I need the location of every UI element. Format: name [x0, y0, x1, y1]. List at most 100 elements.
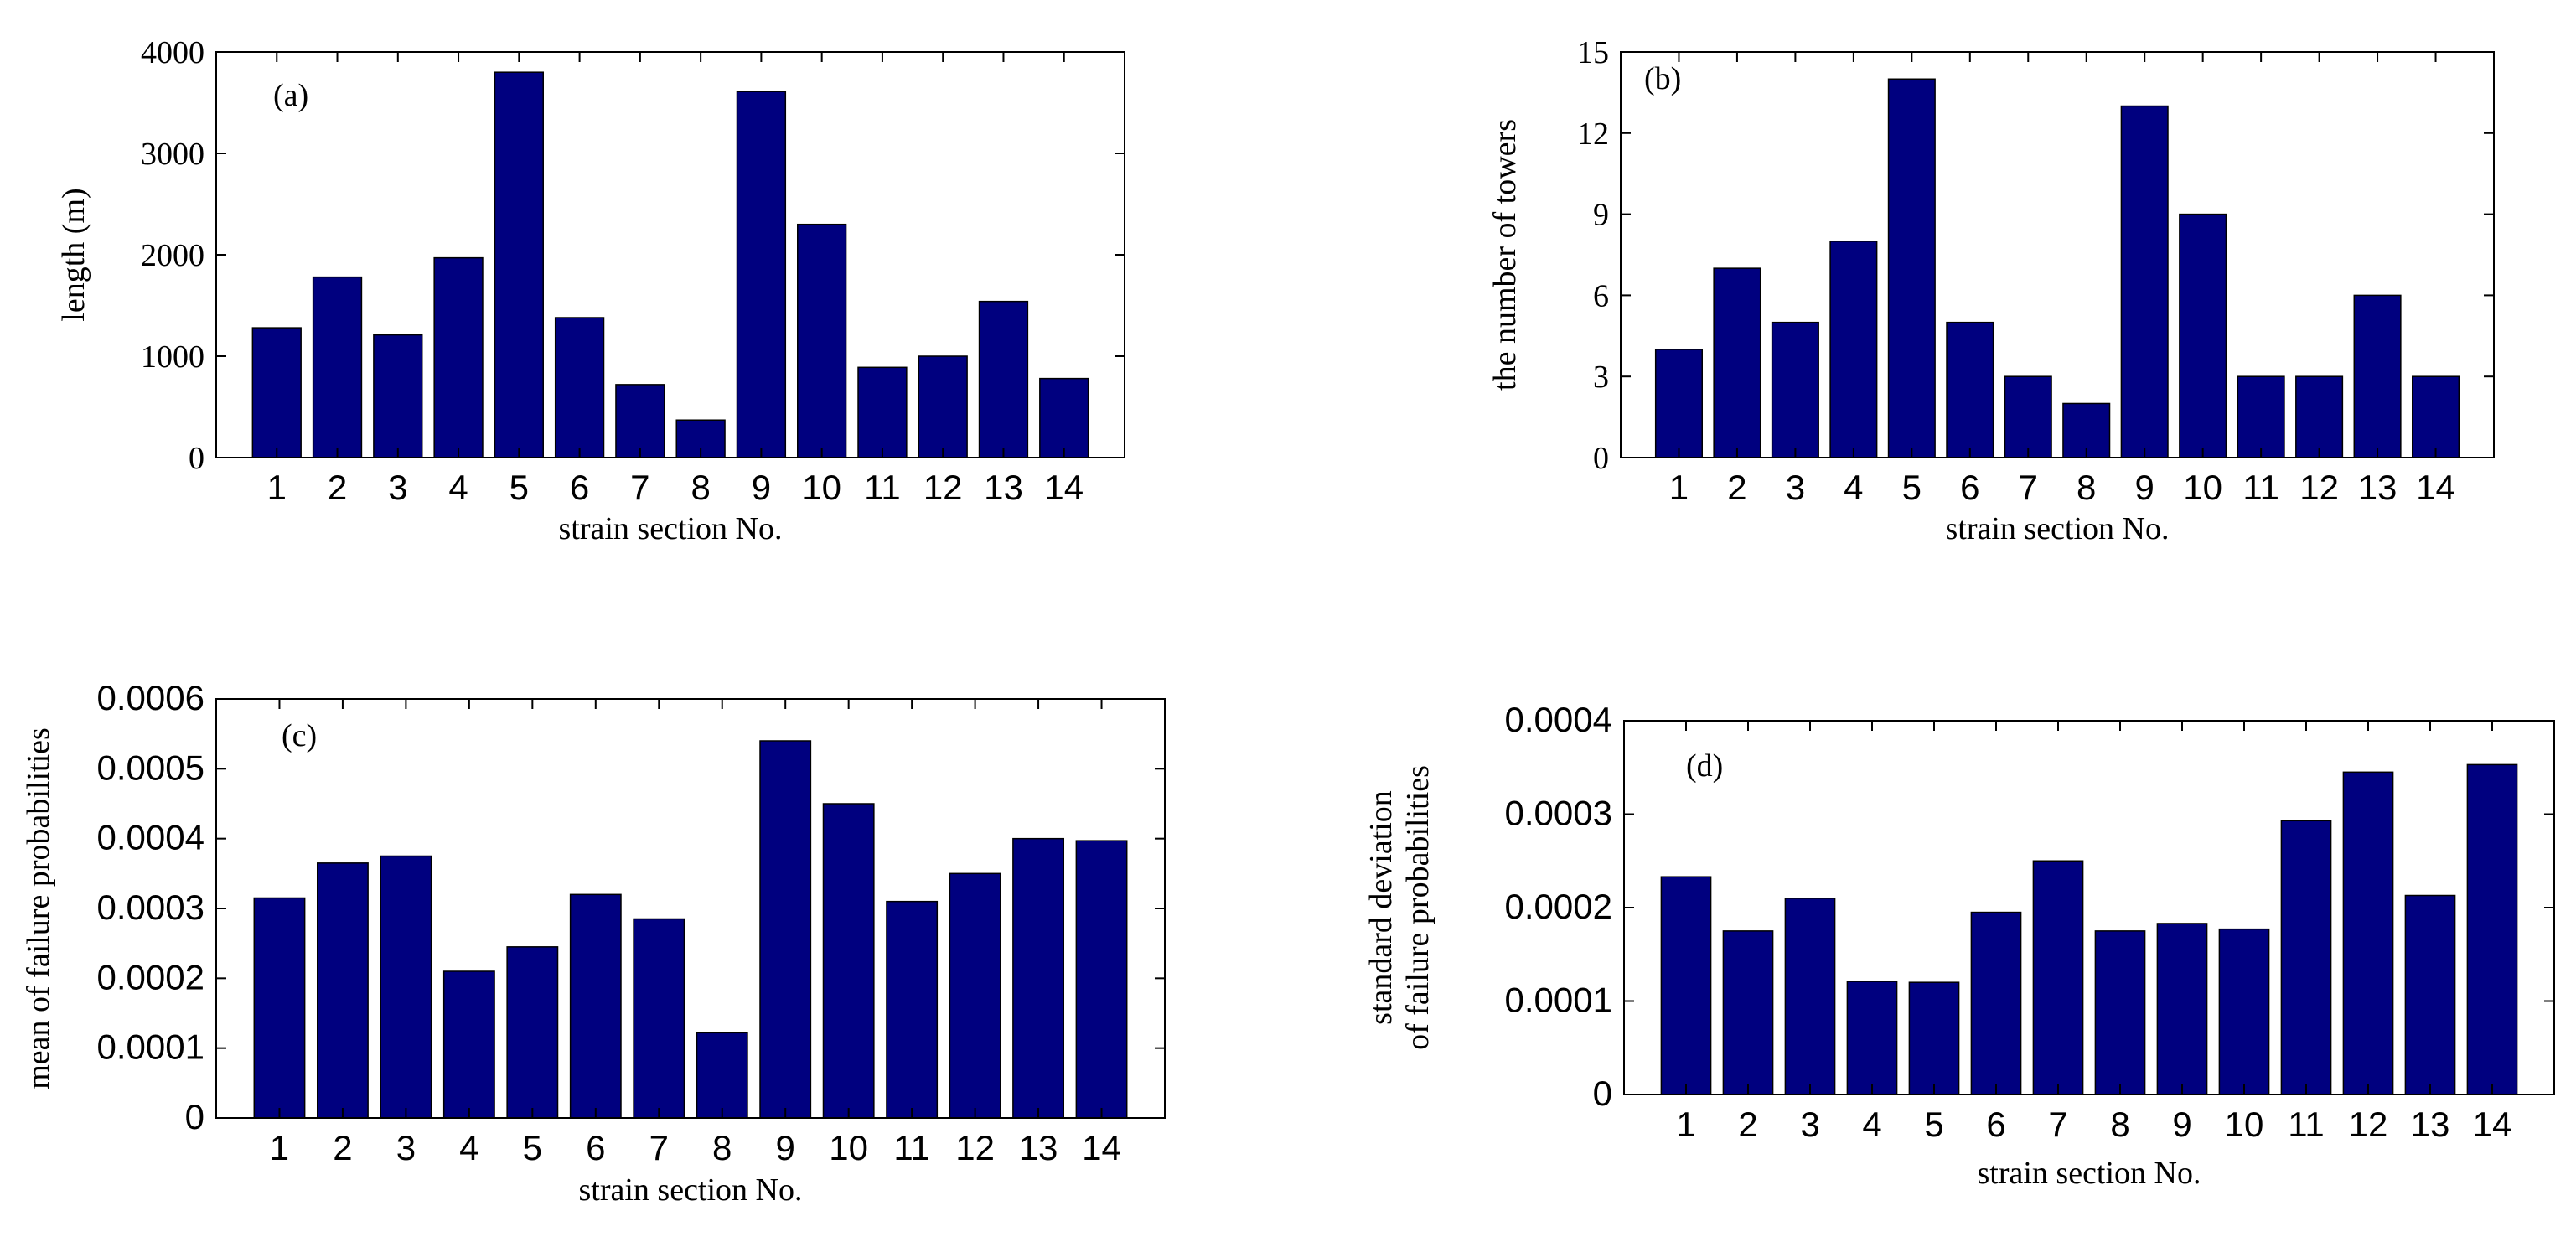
panel-2-bar	[1829, 241, 1878, 458]
panel-1-x-tick-label: 1	[267, 468, 287, 507]
panel-2-y-tick-label: 0	[1593, 441, 1609, 476]
panel-1-x-tick-label: 8	[691, 468, 710, 507]
panel-3-bar	[759, 740, 812, 1119]
panel-3-x-tick-label: 5	[523, 1128, 542, 1167]
panel-1-x-tick-label: 14	[1044, 468, 1084, 507]
panel-3-y-axis-label: mean of failure probabilities	[21, 727, 56, 1089]
panel-1-panel-label: (a)	[273, 78, 308, 113]
panel-1-bar	[857, 366, 908, 458]
panel-3-y-tick-label: 0.0004	[97, 818, 204, 857]
panel-3-x-tick-label: 11	[893, 1128, 930, 1167]
panel-3-bar	[633, 918, 685, 1119]
panel-2-axes-frame	[1620, 51, 2495, 458]
panel-2-y-tick-label: 3	[1593, 360, 1609, 395]
panel-3-y-tick-label: 0.0003	[97, 888, 204, 927]
panel-1-y-tick-label: 2000	[141, 238, 204, 273]
panel-3-x-tick-label: 14	[1082, 1128, 1121, 1167]
panel-3-panel-label: (c)	[282, 718, 317, 753]
panel-4-x-tick-label: 3	[1800, 1105, 1819, 1144]
panel-4-bar	[1908, 981, 1960, 1095]
panel-3-y-tick-label: 0	[185, 1097, 204, 1136]
panel-3-y-tick-label: 0.0005	[97, 748, 204, 787]
panel-1-x-tick-label: 3	[388, 468, 407, 507]
panel-2-x-tick-label: 5	[1902, 468, 1922, 507]
panel-4-x-tick-label: 13	[2411, 1105, 2450, 1144]
panel-2-x-tick-label: 14	[2416, 468, 2455, 507]
panel-3-bar	[696, 1032, 748, 1119]
panel-4-x-tick-label: 9	[2172, 1105, 2191, 1144]
panel-3-x-tick-label: 9	[776, 1128, 795, 1167]
panel-4-bar	[1784, 898, 1836, 1095]
panel-3-bar	[1012, 837, 1065, 1119]
panel-4-y-tick-label: 0.0001	[1505, 981, 1612, 1020]
panel-4-bar	[1846, 981, 1898, 1095]
panel-1-x-tick-label: 6	[570, 468, 589, 507]
panel-2-bar	[1887, 78, 1936, 458]
panel-1-x-axis-label: strain section No.	[558, 511, 782, 546]
panel-2-y-tick-label: 9	[1593, 198, 1609, 233]
panel-1-y-tick-label: 4000	[141, 35, 204, 70]
panel-1-x-tick-label: 5	[510, 468, 529, 507]
panel-2-bar	[2411, 375, 2460, 458]
panel-3-bar	[442, 970, 495, 1119]
panel-4-y-tick-label: 0.0004	[1505, 700, 1612, 739]
panel-4-bar	[2342, 771, 2394, 1095]
panel-4-panel-label: (d)	[1686, 748, 1723, 784]
panel-1-y-axis-label: length (m)	[56, 188, 91, 321]
panel-4-x-axis-label: strain section No.	[1977, 1156, 2201, 1191]
panel-4-y-axis-label: standard deviation	[1363, 790, 1399, 1025]
panel-2-y-axis-label: the number of towers	[1487, 119, 1523, 391]
panel-2-x-tick-label: 13	[2358, 468, 2398, 507]
panel-1-y-tick-label: 3000	[141, 137, 204, 172]
panel-3-x-axis-label: strain section No.	[578, 1172, 802, 1208]
panel-4-x-tick-label: 6	[1986, 1105, 2005, 1144]
panel-4-y-tick-label: 0.0002	[1505, 887, 1612, 926]
panel-4-bar	[1660, 876, 1712, 1095]
panel-3-bar	[886, 900, 939, 1119]
panel-4-bar	[2466, 763, 2518, 1095]
panel-2-bar	[2295, 375, 2344, 458]
panel-1-x-tick-label: 12	[923, 468, 963, 507]
panel-2-bar	[2120, 105, 2169, 458]
panel-2-x-tick-label: 12	[2299, 468, 2339, 507]
panel-2-y-tick-label: 12	[1577, 116, 1609, 152]
panel-3-x-tick-label: 13	[1019, 1128, 1058, 1167]
panel-2-x-tick-label: 7	[2019, 468, 2038, 507]
panel-3-bar	[1075, 840, 1128, 1119]
panel-4-bar	[2404, 894, 2456, 1095]
panel-4-x-tick-label: 14	[2473, 1105, 2512, 1144]
panel-2-bar	[1946, 321, 1994, 458]
panel-2-x-tick-label: 6	[1960, 468, 1979, 507]
panel-1-x-tick-label: 7	[630, 468, 649, 507]
panel-3-bar	[506, 946, 559, 1119]
panel-4-x-tick-label: 5	[1924, 1105, 1943, 1144]
panel-4-y-axis-label: of failure probabilities	[1400, 765, 1435, 1050]
panel-2-y-tick-label: 15	[1577, 35, 1609, 70]
panel-3-y-tick-label: 0.0006	[97, 678, 204, 717]
panel-1-bar	[736, 91, 787, 458]
panel-4-x-tick-label: 4	[1862, 1105, 1881, 1144]
panel-4-bar	[2156, 923, 2208, 1095]
panel-1-x-tick-label: 10	[802, 468, 841, 507]
panel-4-x-tick-label: 11	[2288, 1105, 2325, 1144]
panel-1-x-tick-label: 11	[864, 468, 901, 507]
panel-1-bar	[494, 71, 544, 458]
panel-3-x-tick-label: 10	[829, 1128, 868, 1167]
panel-4-x-tick-label: 12	[2349, 1105, 2388, 1144]
panel-3-x-tick-label: 8	[712, 1128, 732, 1167]
panel-1-bar	[251, 327, 302, 458]
panel-2-bar	[2179, 213, 2227, 458]
panel-2-x-tick-label: 11	[2242, 468, 2279, 507]
panel-4-bar	[2032, 860, 2084, 1095]
panel-2-bar	[1771, 321, 1819, 458]
panel-4-x-tick-label: 10	[2225, 1105, 2264, 1144]
panel-4-y-tick-label: 0.0003	[1505, 794, 1612, 833]
panel-4-bar	[2218, 928, 2270, 1095]
panel-4-bar	[1970, 911, 2022, 1095]
panel-1-x-tick-label: 4	[448, 468, 468, 507]
panel-1-bar	[918, 355, 968, 458]
panel-3-bar	[822, 803, 875, 1119]
panel-2-bar	[2237, 375, 2285, 458]
panel-3-x-tick-label: 4	[459, 1128, 478, 1167]
